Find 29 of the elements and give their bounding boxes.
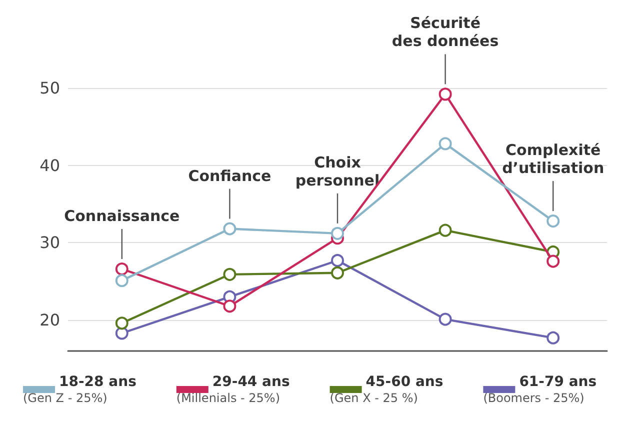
point [438, 137, 452, 150]
text: Sécurité des données [392, 14, 499, 50]
point [223, 222, 236, 236]
point [115, 316, 128, 330]
point [438, 88, 452, 101]
point [115, 262, 128, 276]
point [223, 268, 236, 281]
point [115, 274, 128, 288]
y-tick-label: 50 [40, 78, 60, 98]
point [331, 266, 344, 280]
legend-label: 29-44 ans (Millenials - 25%) [176, 374, 290, 405]
point [546, 254, 560, 268]
point [546, 331, 560, 344]
point [438, 224, 452, 237]
legend-label: 61-79 ans (Boomers - 25%) [483, 374, 597, 405]
annotation: Complexité d’utilisation [502, 141, 604, 178]
annotation: Connaissance [64, 207, 180, 226]
legend-label: 45-60 ans (Gen X - 25 %) [330, 374, 444, 405]
point [438, 312, 452, 326]
point [331, 226, 344, 240]
y-tick-label: 40 [40, 156, 60, 175]
point [223, 300, 236, 313]
annotation: Choix personnel [295, 153, 380, 190]
y-tick-label: 30 [40, 233, 60, 252]
y-tick-label: 20 [40, 310, 60, 330]
point [331, 254, 344, 267]
annotation: Confiance [188, 166, 272, 185]
legend-label: 18-28 ans (Gen Z - 25%) [23, 374, 136, 405]
point [546, 214, 560, 228]
